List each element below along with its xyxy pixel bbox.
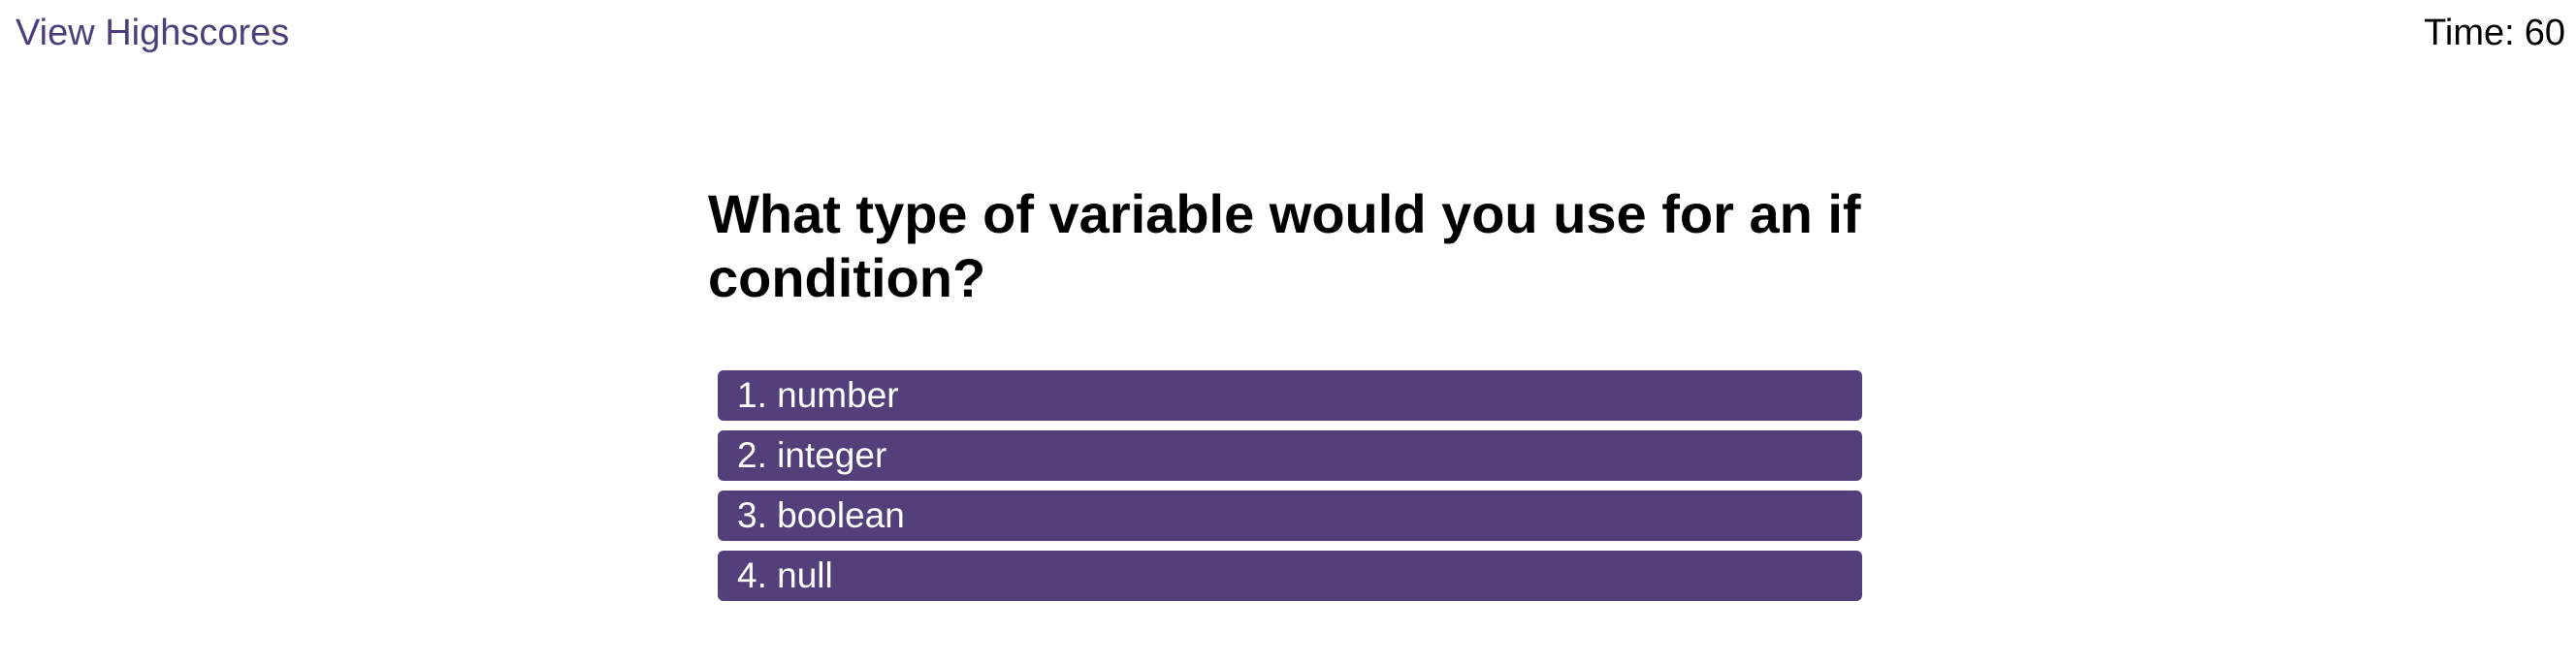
timer: Time: 60 [2424,8,2565,58]
answer-choices: 1. number 2. integer 3. boolean 4. null [718,370,1862,611]
question-title: What type of variable would you use for … [708,183,1861,308]
quiz-card: What type of variable would you use for … [708,182,1864,601]
answer-choice-1[interactable]: 1. number [718,370,1862,421]
answer-choice-3[interactable]: 3. boolean [718,491,1862,541]
view-highscores-link[interactable]: View Highscores [16,13,290,53]
timer-value: 60 [2524,13,2565,53]
answer-choice-2[interactable]: 2. integer [718,430,1862,481]
answer-choice-4[interactable]: 4. null [718,551,1862,601]
timer-label: Time: [2424,13,2515,53]
